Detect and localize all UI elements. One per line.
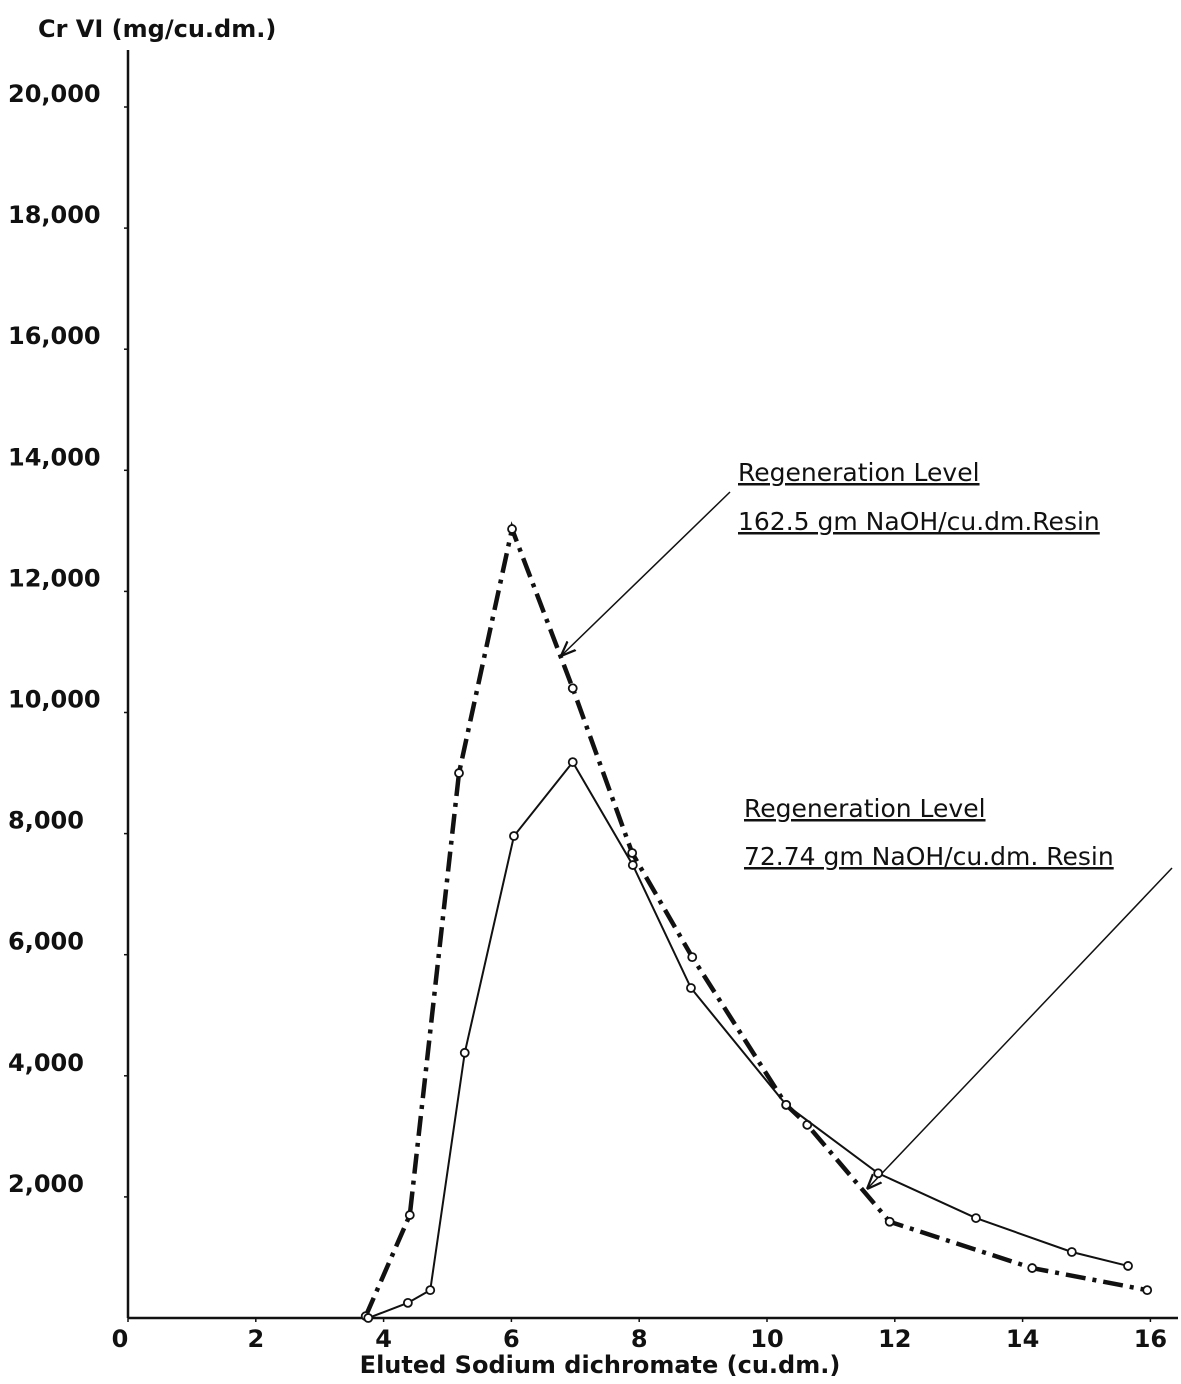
legend-label: 72.74 gm NaOH/cu.dm. Resin: [744, 842, 1114, 871]
y-tick-label: 14,000: [8, 443, 101, 471]
legend-label: 162.5 gm NaOH/cu.dm.Resin: [738, 507, 1100, 536]
data-point: [873, 1168, 884, 1179]
y-tick-label: 16,000: [8, 322, 101, 350]
y-tick-label: 2,000: [8, 1170, 84, 1198]
x-tick-label: 12: [878, 1325, 911, 1353]
data-point: [507, 524, 517, 534]
x-tick-label: 0: [112, 1325, 129, 1353]
y-tick-label: 4,000: [8, 1049, 84, 1077]
x-tick-label: 2: [247, 1325, 264, 1353]
data-point: [1066, 1247, 1077, 1257]
data-point: [567, 683, 578, 694]
x-tick-label: 4: [375, 1325, 392, 1353]
data-point: [459, 1047, 470, 1058]
data-point: [1027, 1263, 1038, 1273]
annotation: Regeneration Level: [738, 458, 980, 487]
x-tick-label: 6: [503, 1325, 520, 1353]
annotation-arrow: [562, 491, 731, 655]
data-point: [781, 1099, 792, 1110]
data-point: [686, 983, 696, 993]
y-tick-label: 10,000: [8, 686, 101, 714]
x-tick-label: 14: [1006, 1325, 1039, 1353]
y-axis-title: Cr VI (mg/cu.dm.): [38, 15, 276, 43]
data-point: [1123, 1261, 1133, 1271]
x-axis-title: Eluted Sodium dichromate (cu.dm.): [360, 1351, 841, 1379]
annotation: Regeneration Level: [744, 794, 986, 823]
data-point: [454, 768, 464, 778]
x-tick-label: 16: [1134, 1325, 1167, 1353]
data-point: [425, 1285, 436, 1296]
data-point: [363, 1313, 374, 1323]
data-point: [687, 952, 698, 963]
data-point: [971, 1213, 981, 1223]
data-point: [567, 757, 578, 768]
y-tick-label: 6,000: [8, 928, 84, 956]
data-point: [884, 1216, 895, 1227]
y-tick-label: 18,000: [8, 201, 101, 229]
annotation-arrow: [868, 867, 1173, 1188]
data-point: [509, 831, 519, 841]
data-point: [1142, 1285, 1153, 1296]
y-tick-label: 20,000: [8, 80, 101, 108]
data-point: [627, 848, 638, 858]
data-point: [404, 1210, 415, 1220]
series-line: [363, 521, 1148, 1318]
data-point: [402, 1297, 413, 1308]
x-tick-label: 10: [750, 1325, 783, 1353]
y-tick-label: 12,000: [8, 564, 101, 592]
data-point: [627, 860, 638, 870]
x-tick-label: 8: [631, 1325, 648, 1353]
y-tick-label: 8,000: [8, 807, 84, 835]
